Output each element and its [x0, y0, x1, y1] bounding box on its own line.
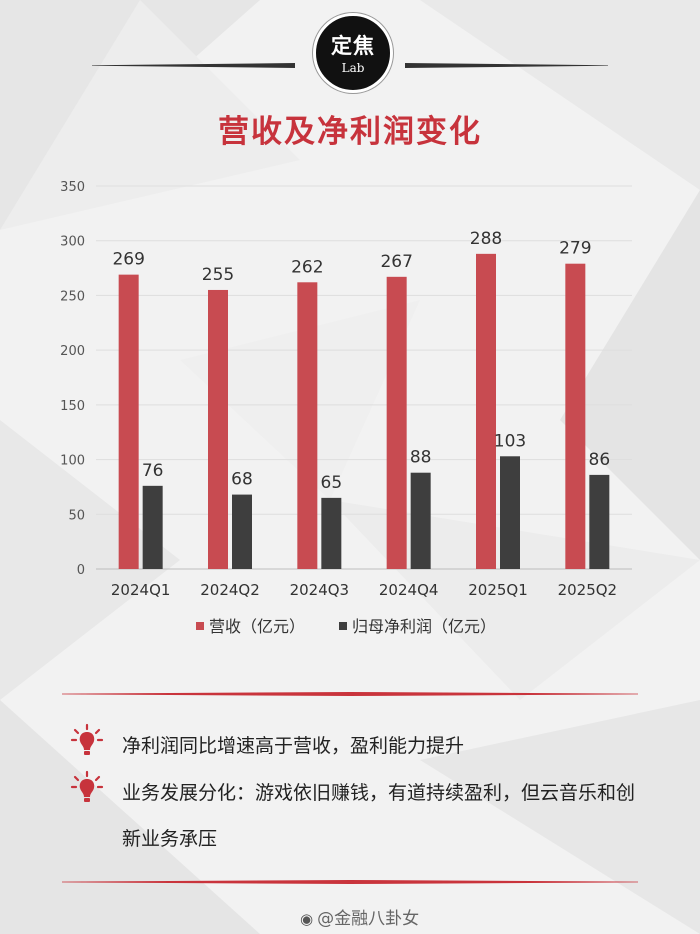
- profit-bar: [410, 472, 431, 569]
- y-tick-label: 50: [68, 508, 85, 523]
- bar-chart: 0 50 100 150 200 250 300 350 269 76 2024Q1 255 68 202…: [60, 180, 632, 636]
- x-tick-label: 2024Q1: [111, 581, 171, 599]
- data-label: 269: [112, 250, 144, 270]
- legend-label: 营收（亿元）: [209, 617, 305, 636]
- data-label: 288: [470, 229, 502, 249]
- data-label: 88: [410, 448, 432, 468]
- profit-bar: [500, 456, 520, 569]
- y-tick-label: 350: [60, 180, 85, 195]
- lightbulb-icon: [70, 723, 104, 755]
- x-tick-label: 2024Q2: [200, 581, 260, 599]
- legend-swatch: [339, 622, 347, 630]
- revenue-bar: [118, 274, 139, 569]
- profit-bar: [589, 474, 610, 569]
- revenue-bar: [208, 289, 228, 569]
- data-label: 65: [321, 473, 343, 493]
- revenue-bar: [386, 276, 407, 569]
- data-label: 76: [142, 461, 164, 481]
- legend-swatch: [196, 622, 204, 630]
- y-tick-label: 250: [60, 289, 85, 304]
- note-text: 净利润同比增速高于营收，盈利能力提升: [122, 735, 465, 757]
- watermark: ◉ @金融八卦女: [300, 904, 419, 929]
- divider-bottom: [62, 880, 638, 884]
- y-tick-label: 300: [60, 235, 85, 250]
- y-tick-label: 100: [60, 454, 85, 469]
- profit-bar: [232, 494, 252, 569]
- weibo-icon: ◉: [300, 910, 314, 928]
- data-label: 262: [291, 257, 323, 277]
- divider-top: [62, 692, 638, 696]
- logo-subtext: Lab: [341, 61, 365, 75]
- note-text: 业务发展分化：游戏依旧赚钱，有道持续盈利，但云音乐和创新业务承压: [122, 782, 636, 850]
- data-label: 279: [559, 239, 591, 259]
- data-label: 68: [231, 470, 253, 490]
- brand-logo: 定焦 Lab: [313, 13, 393, 93]
- page-title: 营收及净利润变化: [218, 114, 482, 150]
- y-tick-label: 150: [60, 399, 85, 414]
- header-rule-left: [92, 63, 295, 68]
- profit-bar: [321, 497, 342, 569]
- data-label: 103: [494, 431, 526, 451]
- data-label: 267: [380, 252, 412, 272]
- data-label: 86: [589, 450, 611, 470]
- legend-label: 归母净利润（亿元）: [352, 617, 496, 636]
- x-tick-label: 2025Q1: [468, 581, 528, 599]
- header-rule-right: [405, 63, 608, 68]
- y-tick-label: 200: [60, 344, 85, 359]
- revenue-bar: [565, 263, 586, 569]
- watermark-text: @金融八卦女: [317, 909, 420, 929]
- data-label: 255: [202, 265, 234, 285]
- revenue-bar: [476, 253, 496, 569]
- x-tick-label: 2025Q2: [558, 581, 618, 599]
- y-tick-label: 0: [77, 563, 85, 578]
- x-tick-label: 2024Q3: [290, 581, 350, 599]
- logo-text: 定焦: [331, 34, 375, 58]
- lightbulb-icon: [70, 770, 104, 802]
- revenue-bar: [297, 282, 318, 569]
- profit-bar: [142, 485, 163, 569]
- x-tick-label: 2024Q4: [379, 581, 439, 599]
